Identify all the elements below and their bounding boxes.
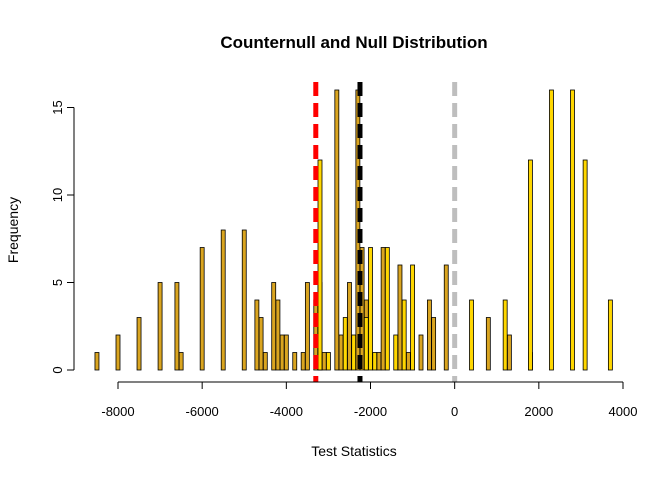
histogram-bar xyxy=(258,317,264,371)
histogram-bar xyxy=(174,282,180,371)
y-tick-label: 5 xyxy=(50,279,65,286)
histogram-bar xyxy=(262,352,268,371)
histogram-bar xyxy=(317,159,323,371)
y-axis: 0 5 10 15 xyxy=(50,100,75,374)
histogram-bar xyxy=(431,317,437,371)
histogram-bar xyxy=(549,89,554,371)
histogram-bar xyxy=(363,317,369,371)
y-tick-label: 0 xyxy=(50,366,65,373)
histogram-bar xyxy=(275,299,281,371)
histogram-bar xyxy=(485,317,491,371)
histogram-bar xyxy=(157,282,163,371)
histogram-bar xyxy=(254,299,260,371)
histogram-bar xyxy=(410,264,415,371)
histogram-bar xyxy=(342,317,348,371)
histogram-bar xyxy=(115,334,121,371)
histogram-bar xyxy=(351,334,357,371)
histogram-bar xyxy=(271,282,277,371)
histogram-bar xyxy=(570,89,575,371)
histogram-bar xyxy=(368,247,373,371)
histogram-bar xyxy=(528,159,533,371)
x-tick-label: -4000 xyxy=(270,404,303,419)
histogram-bar xyxy=(418,334,424,371)
histogram-bar xyxy=(220,229,226,371)
histogram-bar xyxy=(347,282,352,371)
histogram-bar xyxy=(376,352,382,371)
x-tick-label: 4000 xyxy=(609,404,638,419)
histogram-bar xyxy=(94,352,100,371)
histogram-bar xyxy=(427,299,432,371)
histogram-bar xyxy=(338,334,344,371)
reference-lines-group xyxy=(313,82,458,382)
histogram-bar xyxy=(283,334,289,371)
histogram-bar xyxy=(136,317,142,371)
histogram-bar xyxy=(405,352,411,371)
x-tick-label: 2000 xyxy=(524,404,553,419)
histogram-bar xyxy=(359,247,365,371)
histogram-bar xyxy=(607,299,613,371)
x-tick-label: -2000 xyxy=(354,404,387,419)
histogram-bar xyxy=(292,352,298,371)
histogram-bar xyxy=(502,299,508,371)
bars-group xyxy=(94,89,613,371)
histogram-bar xyxy=(199,247,205,371)
histogram-bar xyxy=(178,352,184,371)
histogram-bar xyxy=(393,334,399,371)
histogram-bar xyxy=(401,299,407,371)
histogram-bar xyxy=(279,334,285,371)
chart-title: Counternull and Null Distribution xyxy=(220,33,487,52)
histogram-bar xyxy=(321,352,327,371)
histogram-bar xyxy=(469,299,474,371)
x-tick-label: -8000 xyxy=(101,404,134,419)
x-axis: -8000 -6000 -4000 -2000 0 2000 4000 xyxy=(101,381,638,419)
histogram-bar xyxy=(380,247,386,371)
x-tick-label: 0 xyxy=(451,404,458,419)
x-tick-label: -6000 xyxy=(186,404,219,419)
y-axis-title: Frequency xyxy=(5,197,21,263)
histogram-bar xyxy=(443,264,449,371)
histogram-bar xyxy=(397,264,403,371)
histogram-bar xyxy=(304,282,310,371)
histogram-bar xyxy=(384,247,390,371)
histogram-bar xyxy=(326,352,331,371)
histogram-bar xyxy=(372,352,378,371)
histogram-bar xyxy=(506,334,512,371)
y-tick-label: 15 xyxy=(50,100,65,114)
histogram-bar xyxy=(300,352,306,371)
y-tick-label: 10 xyxy=(50,188,65,202)
histogram-bar xyxy=(241,229,247,371)
histogram-bar xyxy=(582,159,588,371)
histogram-bar xyxy=(334,89,340,371)
x-axis-title: Test Statistics xyxy=(311,443,397,459)
